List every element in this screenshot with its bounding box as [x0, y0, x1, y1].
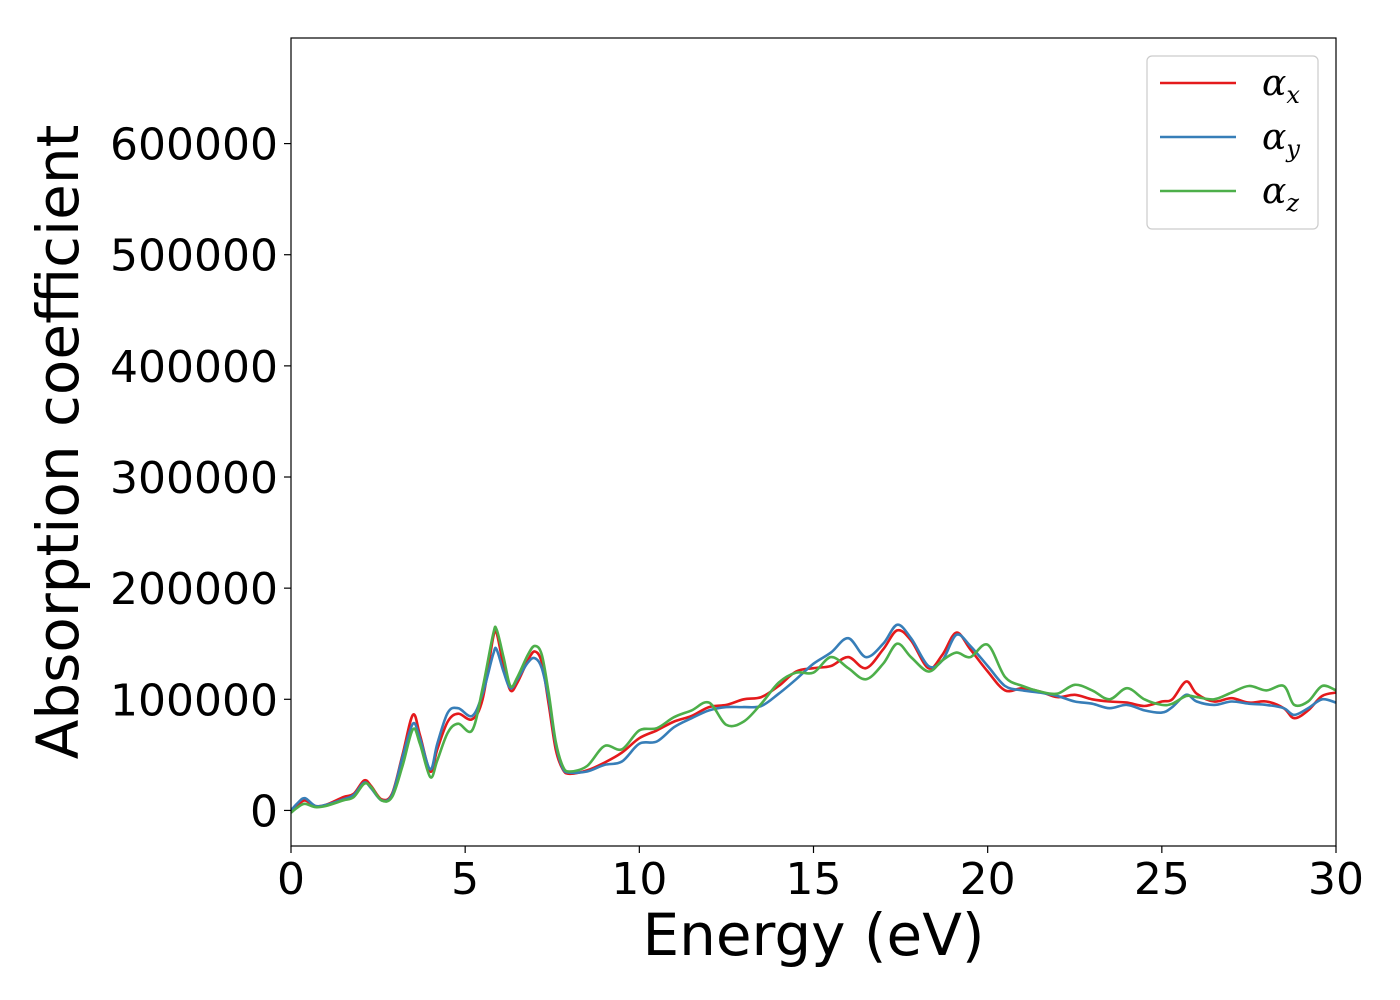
x-tick-label: 30: [1308, 854, 1364, 905]
plot-frame: [290, 37, 1337, 847]
y-tick-label: 200000: [110, 564, 278, 615]
x-tick-label: 15: [786, 854, 842, 905]
x-tick-label: 0: [277, 854, 305, 905]
y-tick-label: 300000: [110, 453, 278, 504]
legend-label-y: αy: [1262, 117, 1300, 163]
legend-box: [1146, 55, 1319, 230]
y-axis-title: Absorption coefficient: [24, 125, 92, 760]
x-tick-label: 5: [451, 854, 479, 905]
legend-label-z: αz: [1262, 171, 1299, 217]
y-axis-ticks: 0 100000 200000 300000 400000 500000 600000: [110, 120, 291, 837]
y-tick-label: 400000: [110, 342, 278, 393]
x-axis-ticks: 0 5 10 15 20 25 30: [277, 846, 1364, 905]
y-tick-label: 500000: [110, 231, 278, 282]
series-line-x: [291, 628, 1336, 812]
y-tick-label: 0: [250, 786, 278, 837]
y-tick-label: 600000: [110, 120, 278, 171]
x-tick-label: 25: [1134, 854, 1190, 905]
series-line-z: [291, 625, 1336, 814]
series-line-y: [291, 623, 1336, 812]
x-axis-title: Energy (eV): [642, 901, 984, 969]
x-tick-label: 20: [960, 854, 1016, 905]
x-tick-label: 10: [611, 854, 667, 905]
legend-label-x: αx: [1262, 63, 1300, 109]
series-lines: [291, 623, 1336, 814]
y-tick-label: 100000: [110, 675, 278, 726]
legend: αx αy αz: [1146, 55, 1319, 230]
